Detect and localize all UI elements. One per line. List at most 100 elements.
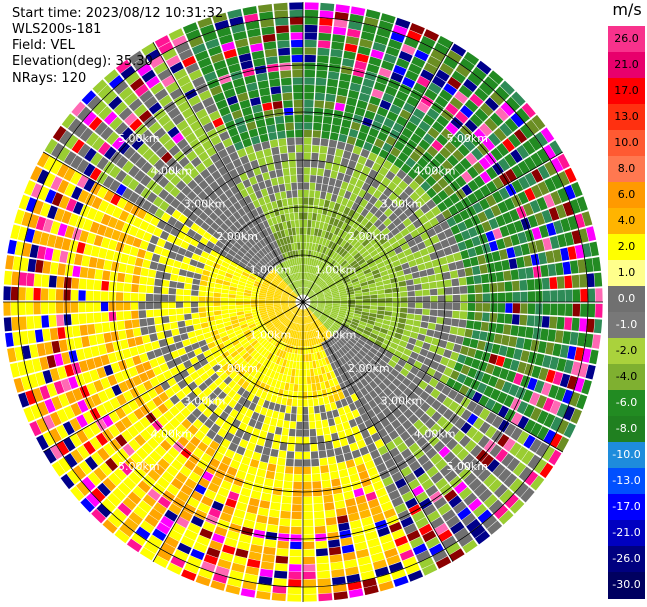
range-gate bbox=[355, 495, 367, 505]
range-gate bbox=[534, 131, 548, 147]
range-gate bbox=[344, 104, 356, 114]
colorbar-tick-label: 0.0 bbox=[617, 292, 636, 305]
colorbar-tick-label: 21.0 bbox=[614, 58, 639, 71]
range-gate bbox=[333, 322, 341, 329]
range-gate bbox=[119, 462, 133, 476]
range-gate bbox=[463, 78, 478, 93]
range-gate bbox=[133, 506, 148, 520]
range-gate bbox=[283, 318, 289, 325]
range-gate bbox=[439, 147, 452, 159]
range-gate bbox=[407, 168, 419, 180]
range-gate bbox=[364, 221, 373, 230]
range-gate bbox=[316, 292, 324, 296]
range-gate bbox=[542, 290, 551, 302]
range-gate bbox=[105, 457, 118, 472]
range-gate bbox=[378, 359, 388, 368]
range-gate bbox=[448, 456, 461, 469]
range-gate bbox=[340, 157, 350, 167]
range-gate bbox=[261, 247, 268, 256]
range-gate bbox=[243, 329, 251, 336]
range-gate bbox=[202, 407, 213, 418]
range-gate bbox=[360, 387, 369, 396]
range-gate bbox=[407, 302, 416, 308]
range-gate bbox=[168, 529, 183, 542]
range-gate bbox=[342, 322, 350, 329]
range-gate bbox=[371, 88, 384, 99]
range-gate bbox=[180, 535, 195, 548]
range-gate bbox=[376, 573, 392, 585]
range-gate bbox=[406, 313, 415, 320]
range-gate bbox=[336, 255, 343, 263]
range-gate bbox=[479, 102, 494, 117]
range-gate bbox=[277, 373, 284, 382]
range-gate bbox=[284, 289, 291, 294]
range-gate bbox=[240, 487, 252, 497]
range-gate bbox=[148, 204, 159, 215]
range-gate bbox=[64, 264, 74, 277]
range-gate bbox=[451, 70, 466, 84]
range-gate bbox=[345, 459, 356, 469]
range-gate bbox=[438, 529, 453, 542]
range-gate bbox=[265, 155, 274, 165]
range-gate bbox=[426, 245, 436, 254]
range-gate bbox=[108, 424, 121, 438]
range-gate bbox=[357, 131, 368, 141]
range-gate bbox=[273, 305, 281, 308]
range-gate bbox=[324, 275, 331, 282]
range-gate bbox=[310, 296, 317, 300]
range-gate bbox=[310, 323, 314, 331]
range-gate bbox=[418, 214, 429, 225]
range-gate bbox=[139, 90, 154, 103]
range-gate bbox=[517, 326, 527, 338]
range-gate bbox=[331, 335, 338, 343]
range-gate bbox=[317, 168, 325, 177]
range-gate bbox=[473, 483, 488, 497]
range-gate bbox=[289, 421, 296, 429]
range-gate bbox=[438, 339, 448, 349]
range-gate bbox=[132, 275, 140, 284]
range-gate bbox=[385, 85, 398, 97]
range-gate bbox=[423, 29, 439, 42]
range-gate bbox=[260, 339, 268, 346]
range-gate bbox=[508, 258, 518, 270]
range-gate bbox=[168, 251, 177, 260]
range-gate bbox=[488, 132, 501, 147]
range-gate bbox=[221, 244, 231, 253]
range-gate bbox=[545, 369, 556, 383]
range-ring-label: 4.00km bbox=[151, 164, 193, 177]
range-gate bbox=[281, 427, 289, 436]
range-gate bbox=[380, 13, 396, 24]
range-gate bbox=[467, 166, 479, 179]
range-gate bbox=[256, 468, 267, 478]
range-gate bbox=[246, 185, 255, 195]
range-gate bbox=[228, 249, 237, 257]
range-gate bbox=[382, 377, 392, 387]
range-gate bbox=[316, 548, 328, 557]
range-gate bbox=[169, 280, 178, 288]
range-gate bbox=[278, 450, 287, 459]
range-gate bbox=[501, 453, 515, 467]
range-gate bbox=[515, 446, 529, 461]
range-gate bbox=[356, 223, 365, 233]
range-gate bbox=[460, 294, 468, 302]
range-gate bbox=[504, 153, 517, 168]
range-gate bbox=[557, 187, 569, 203]
range-gate bbox=[463, 218, 474, 229]
range-gate bbox=[198, 151, 209, 162]
range-gate bbox=[299, 331, 302, 339]
range-gate bbox=[350, 347, 359, 355]
range-gate bbox=[430, 360, 440, 370]
range-gate bbox=[40, 288, 49, 301]
range-gate bbox=[424, 261, 433, 269]
range-gate bbox=[381, 451, 392, 462]
range-gate bbox=[248, 357, 256, 366]
range-gate bbox=[291, 292, 298, 298]
range-gate bbox=[115, 59, 132, 74]
range-gate bbox=[455, 188, 467, 200]
range-gate bbox=[356, 214, 365, 224]
range-gate bbox=[161, 309, 169, 316]
range-gate bbox=[185, 29, 201, 41]
range-gate bbox=[357, 502, 369, 512]
range-gate bbox=[183, 302, 191, 308]
range-gate bbox=[340, 324, 348, 331]
